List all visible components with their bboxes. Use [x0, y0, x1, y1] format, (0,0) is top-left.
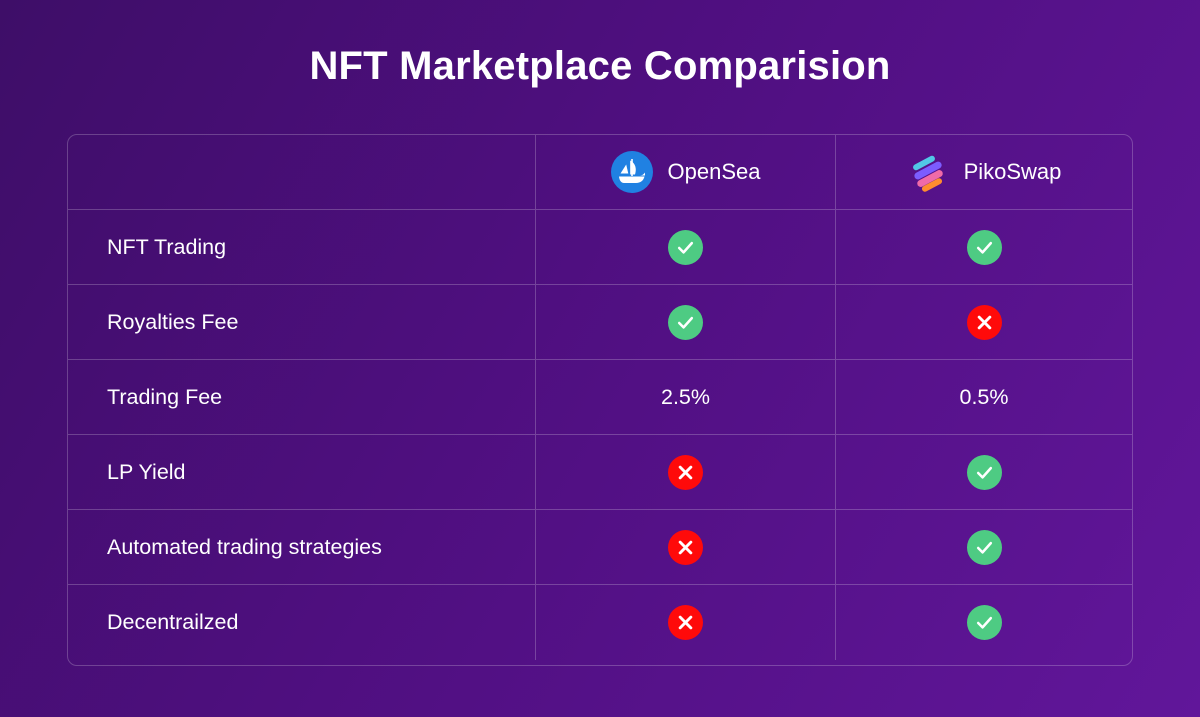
- check-icon: [966, 529, 1002, 565]
- header-empty-cell: [68, 135, 536, 209]
- table-row: Trading Fee 2.5% 0.5%: [68, 360, 1132, 435]
- cross-icon: [966, 304, 1002, 340]
- page-title: NFT Marketplace Comparision: [309, 44, 891, 88]
- table-row: Automated trading strategies: [68, 510, 1132, 585]
- opensea-value-cell: 2.5%: [536, 360, 836, 434]
- cross-icon: [668, 454, 703, 490]
- check-icon: [966, 454, 1002, 490]
- table-header-row: OpenSea PikoSwap: [68, 135, 1132, 210]
- opensea-value-cell: [536, 285, 836, 359]
- pikoswap-value-cell: [836, 435, 1132, 509]
- header-opensea-cell: OpenSea: [536, 135, 836, 209]
- opensea-trading-fee: 2.5%: [660, 384, 710, 409]
- pikoswap-trading-fee: 0.5%: [959, 384, 1009, 409]
- table-row: Decentrailzed: [68, 585, 1132, 660]
- opensea-logo-icon: [610, 151, 653, 193]
- feature-label: Automated trading strategies: [68, 510, 536, 584]
- feature-label: NFT Trading: [68, 210, 536, 284]
- opensea-value-cell: [536, 510, 836, 584]
- check-icon: [668, 229, 703, 265]
- feature-label: Royalties Fee: [68, 285, 536, 359]
- opensea-value-cell: [536, 585, 836, 660]
- feature-label: LP Yield: [68, 435, 536, 509]
- check-icon: [668, 304, 703, 340]
- opensea-brand: OpenSea: [610, 151, 761, 193]
- pikoswap-value-cell: [836, 585, 1132, 660]
- table-row: NFT Trading: [68, 210, 1132, 285]
- table-row: Royalties Fee: [68, 285, 1132, 360]
- cross-icon: [668, 605, 703, 640]
- pikoswap-label: PikoSwap: [963, 159, 1062, 184]
- pikoswap-value-cell: [836, 510, 1132, 584]
- pikoswap-brand: PikoSwap: [907, 151, 1062, 193]
- pikoswap-value-cell: [836, 285, 1132, 359]
- feature-label: Trading Fee: [68, 360, 536, 434]
- comparison-table: OpenSea PikoSwap NFT Trading Royalties: [67, 134, 1133, 666]
- header-pikoswap-cell: PikoSwap: [836, 135, 1132, 209]
- pikoswap-logo-icon: [912, 155, 943, 192]
- table-row: LP Yield: [68, 435, 1132, 510]
- cross-icon: [668, 529, 703, 565]
- pikoswap-value-cell: 0.5%: [836, 360, 1132, 434]
- opensea-value-cell: [536, 210, 836, 284]
- check-icon: [966, 229, 1002, 265]
- pikoswap-value-cell: [836, 210, 1132, 284]
- check-icon: [966, 605, 1002, 640]
- opensea-label: OpenSea: [667, 159, 761, 184]
- opensea-value-cell: [536, 435, 836, 509]
- feature-label: Decentrailzed: [68, 585, 536, 660]
